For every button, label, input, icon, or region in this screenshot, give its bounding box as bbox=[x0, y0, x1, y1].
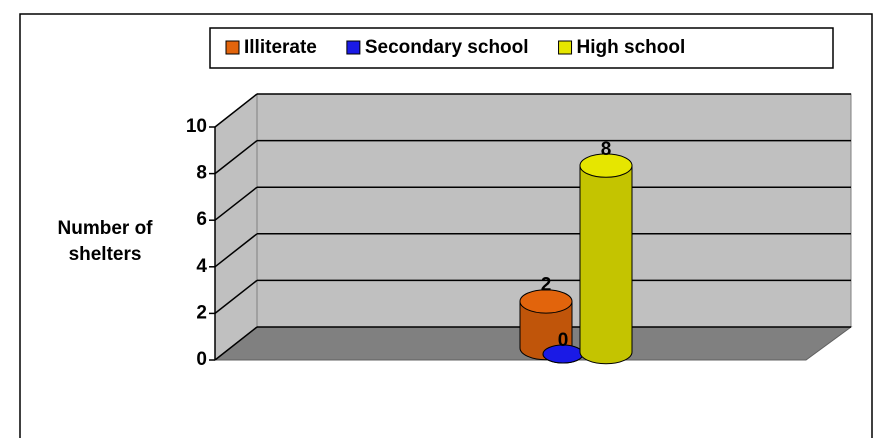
y-tick-label: 6 bbox=[196, 209, 207, 230]
side-wall bbox=[214, 92, 258, 362]
y-tick-label: 0 bbox=[196, 349, 207, 370]
legend-swatch bbox=[558, 40, 573, 55]
grid-line bbox=[214, 140, 258, 175]
legend-box bbox=[209, 27, 834, 69]
legend-label: Secondary school bbox=[365, 37, 529, 58]
grid-line bbox=[214, 93, 258, 128]
legend-swatch bbox=[225, 40, 240, 55]
data-label: 8 bbox=[601, 139, 612, 160]
legend-label: High school bbox=[577, 37, 686, 58]
y-tick-label: 4 bbox=[196, 256, 207, 277]
legend-label: Illiterate bbox=[244, 37, 317, 58]
grid-line bbox=[214, 326, 258, 361]
bar-top bbox=[519, 289, 573, 314]
y-tick-label: 2 bbox=[196, 302, 207, 323]
grid-line bbox=[214, 279, 258, 314]
bar-top bbox=[579, 153, 633, 178]
grid-line bbox=[214, 186, 258, 221]
y-tick-label: 8 bbox=[196, 163, 207, 184]
data-label: 0 bbox=[558, 330, 569, 351]
y-axis-label: Number of shelters bbox=[57, 218, 153, 265]
bar bbox=[579, 165, 633, 365]
y-tick-label: 10 bbox=[186, 116, 207, 137]
grid-line bbox=[214, 233, 258, 268]
legend-swatch bbox=[346, 40, 361, 55]
data-label: 2 bbox=[541, 275, 552, 296]
